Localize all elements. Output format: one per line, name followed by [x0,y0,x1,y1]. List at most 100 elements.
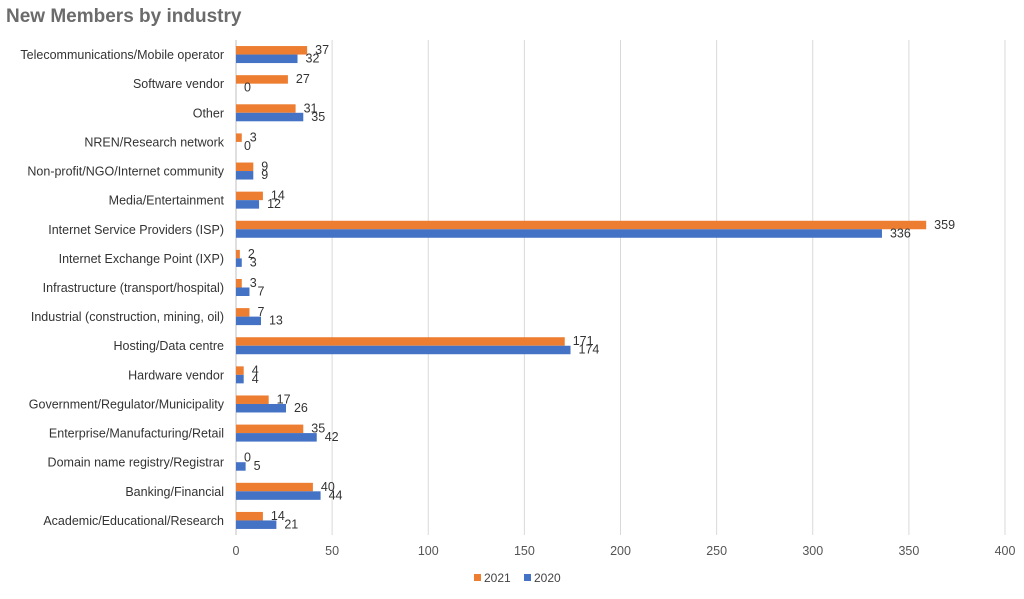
data-label-2021: 9 [261,160,268,174]
x-tick-label: 300 [802,544,823,558]
data-label-2020: 5 [254,459,261,473]
legend-label-2021: 2021 [484,571,511,585]
data-label-2021: 37 [315,43,329,57]
data-label-2021: 14 [271,189,285,203]
bar-2021 [236,366,244,375]
data-label-2020: 35 [311,110,325,124]
data-label-2021: 7 [257,305,264,319]
bar-2020 [236,200,260,209]
x-tick-label: 50 [325,544,339,558]
bar-2021 [236,308,250,317]
data-label-2020: 7 [257,285,264,299]
bar-2020 [236,403,286,413]
bar-2020 [236,520,277,529]
data-label-2020: 174 [579,343,600,357]
x-tick-label: 200 [610,544,631,558]
data-label-2020: 12 [267,197,281,211]
category-label: Infrastructure (transport/hospital) [43,281,224,295]
x-tick-labels: 0 50 100 150 200 250 300 350 400 [233,544,1016,558]
bar-2021 [236,191,263,201]
category-label: Other [193,106,224,120]
category-label: Media/Entertainment [109,194,225,208]
bar-2021 [236,104,296,113]
bar-2021 [236,46,308,55]
bar-2021 [236,249,240,259]
legend-swatch-2021 [474,574,481,581]
x-tick-label: 250 [706,544,727,558]
legend-label-2020: 2020 [534,571,561,585]
category-label: Software vendor [133,77,224,91]
bar-2020 [236,54,298,64]
legend-swatch-2020 [524,574,531,581]
data-label-2020: 0 [244,139,251,153]
bar-2020 [236,462,246,471]
bar-2020 [236,258,242,267]
bar-2020 [236,229,882,238]
x-tick-label: 350 [898,544,919,558]
bar-2021 [236,133,242,142]
bar-2021 [236,75,288,84]
data-label-2020: 21 [284,517,298,531]
data-label-2020: 3 [250,255,257,269]
category-label: Internet Service Providers (ISP) [48,223,224,237]
data-label-2021: 3 [250,130,257,144]
data-label-2021: 0 [244,451,251,465]
data-label-2021: 359 [934,218,955,232]
data-label-2020: 0 [244,81,251,95]
bar-2020 [236,316,261,326]
category-label: Domain name registry/Registrar [48,456,224,470]
bar-2021 [236,511,263,521]
data-label-2021: 40 [321,480,335,494]
category-label: Non-profit/NGO/Internet community [27,165,224,179]
x-tick-label: 100 [418,544,439,558]
category-label: Internet Exchange Point (IXP) [59,252,224,266]
category-label: Telecommunications/Mobile operator [20,48,224,62]
data-label-2021: 35 [311,422,325,436]
bar-2020 [236,171,254,180]
category-label: Enterprise/Manufacturing/Retail [49,427,224,441]
category-label: Government/Regulator/Municipality [29,397,225,411]
bar-2020 [236,433,317,442]
category-label: Hardware vendor [128,368,224,382]
gridlines [235,40,1006,535]
data-label-2021: 2 [248,247,255,261]
bar-2021 [236,424,304,434]
category-label: Banking/Financial [125,485,224,499]
data-label-2021: 27 [296,72,310,86]
bars [236,46,927,529]
bar-2021 [236,279,242,288]
bar-2020 [236,491,321,500]
bar-2021 [236,162,254,172]
category-label: Hosting/Data centre [114,339,225,353]
data-label-2020: 32 [306,52,320,66]
bar-2020 [236,112,304,122]
bar-2021 [236,482,313,492]
bar-2021 [236,337,565,346]
data-labels: 3732270313530991412359336233771317117444… [244,43,955,531]
chart-title: New Members by industry [6,6,242,27]
bar-2021 [236,395,269,404]
category-labels: Telecommunications/Mobile operator Softwa… [20,48,224,528]
data-label-2020: 42 [325,430,339,444]
x-tick-label: 150 [514,544,535,558]
category-label: Industrial (construction, mining, oil) [31,310,224,324]
data-label-2020: 44 [329,488,343,502]
bar-2020 [236,345,571,355]
data-label-2020: 336 [890,226,911,240]
data-label-2021: 171 [573,334,594,348]
x-tick-label: 400 [995,544,1016,558]
bar-2021 [236,220,927,230]
data-label-2020: 13 [269,314,283,328]
data-label-2020: 9 [261,168,268,182]
data-label-2021: 14 [271,509,285,523]
category-label: Academic/Educational/Research [43,514,224,528]
data-label-2021: 4 [252,363,259,377]
data-label-2021: 3 [250,276,257,290]
data-label-2020: 26 [294,401,308,415]
data-label-2020: 4 [252,372,259,386]
data-label-2021: 31 [304,101,318,115]
bar-2020 [236,287,250,296]
data-label-2021: 17 [277,392,291,406]
legend: 2021 2020 [474,571,561,585]
